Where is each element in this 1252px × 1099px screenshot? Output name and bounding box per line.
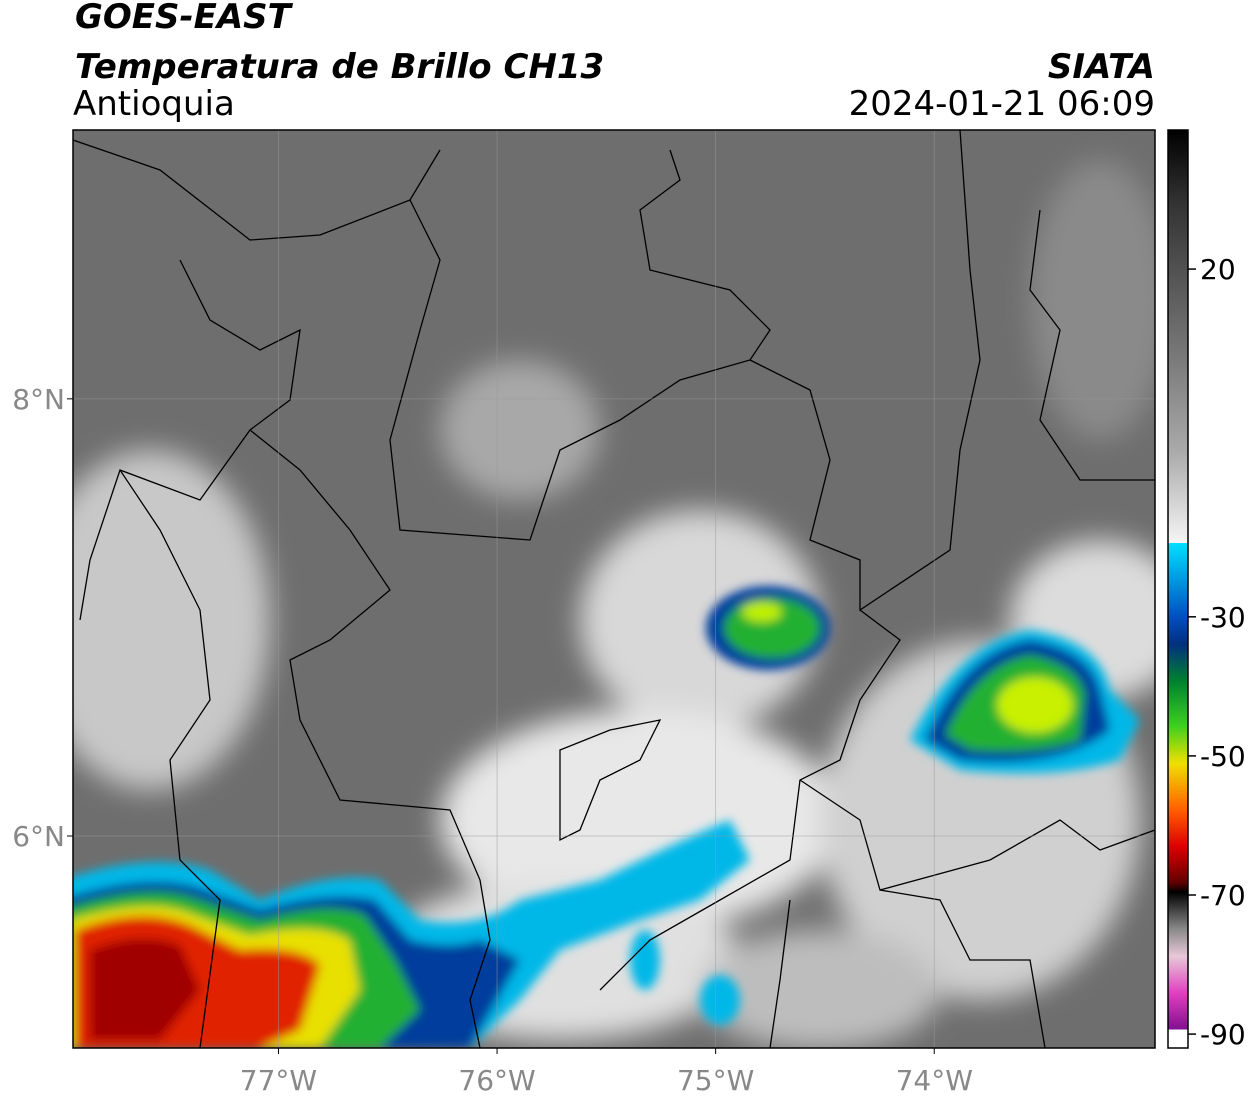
title: GOES-EAST (75, 0, 294, 37)
x-tick-label: 74°W (896, 1064, 973, 1097)
region: Antioquia (73, 84, 235, 124)
x-tick-label: 75°W (677, 1064, 754, 1097)
x-tick-label: 76°W (458, 1064, 535, 1097)
colorbar-tick-label: 20 (1200, 253, 1236, 286)
satellite-image (73, 130, 1155, 1048)
colorbar-tick-label: -30 (1200, 601, 1246, 634)
source: SIATA (1048, 47, 1155, 87)
subtitle: Temperatura de Brillo CH13 (75, 47, 604, 87)
y-tick-label: 6°N (12, 820, 65, 853)
map-frame (72, 129, 1156, 1049)
colorbar-tick-label: -70 (1200, 879, 1246, 912)
colorbar-tick-label: -90 (1200, 1018, 1246, 1051)
colorbar-tick-label: -50 (1200, 740, 1246, 773)
y-tick-label: 8°N (12, 383, 65, 416)
colorbar (1167, 129, 1189, 1049)
datetime: 2024-01-21 06:09 (849, 84, 1155, 124)
x-tick-label: 77°W (240, 1064, 317, 1097)
